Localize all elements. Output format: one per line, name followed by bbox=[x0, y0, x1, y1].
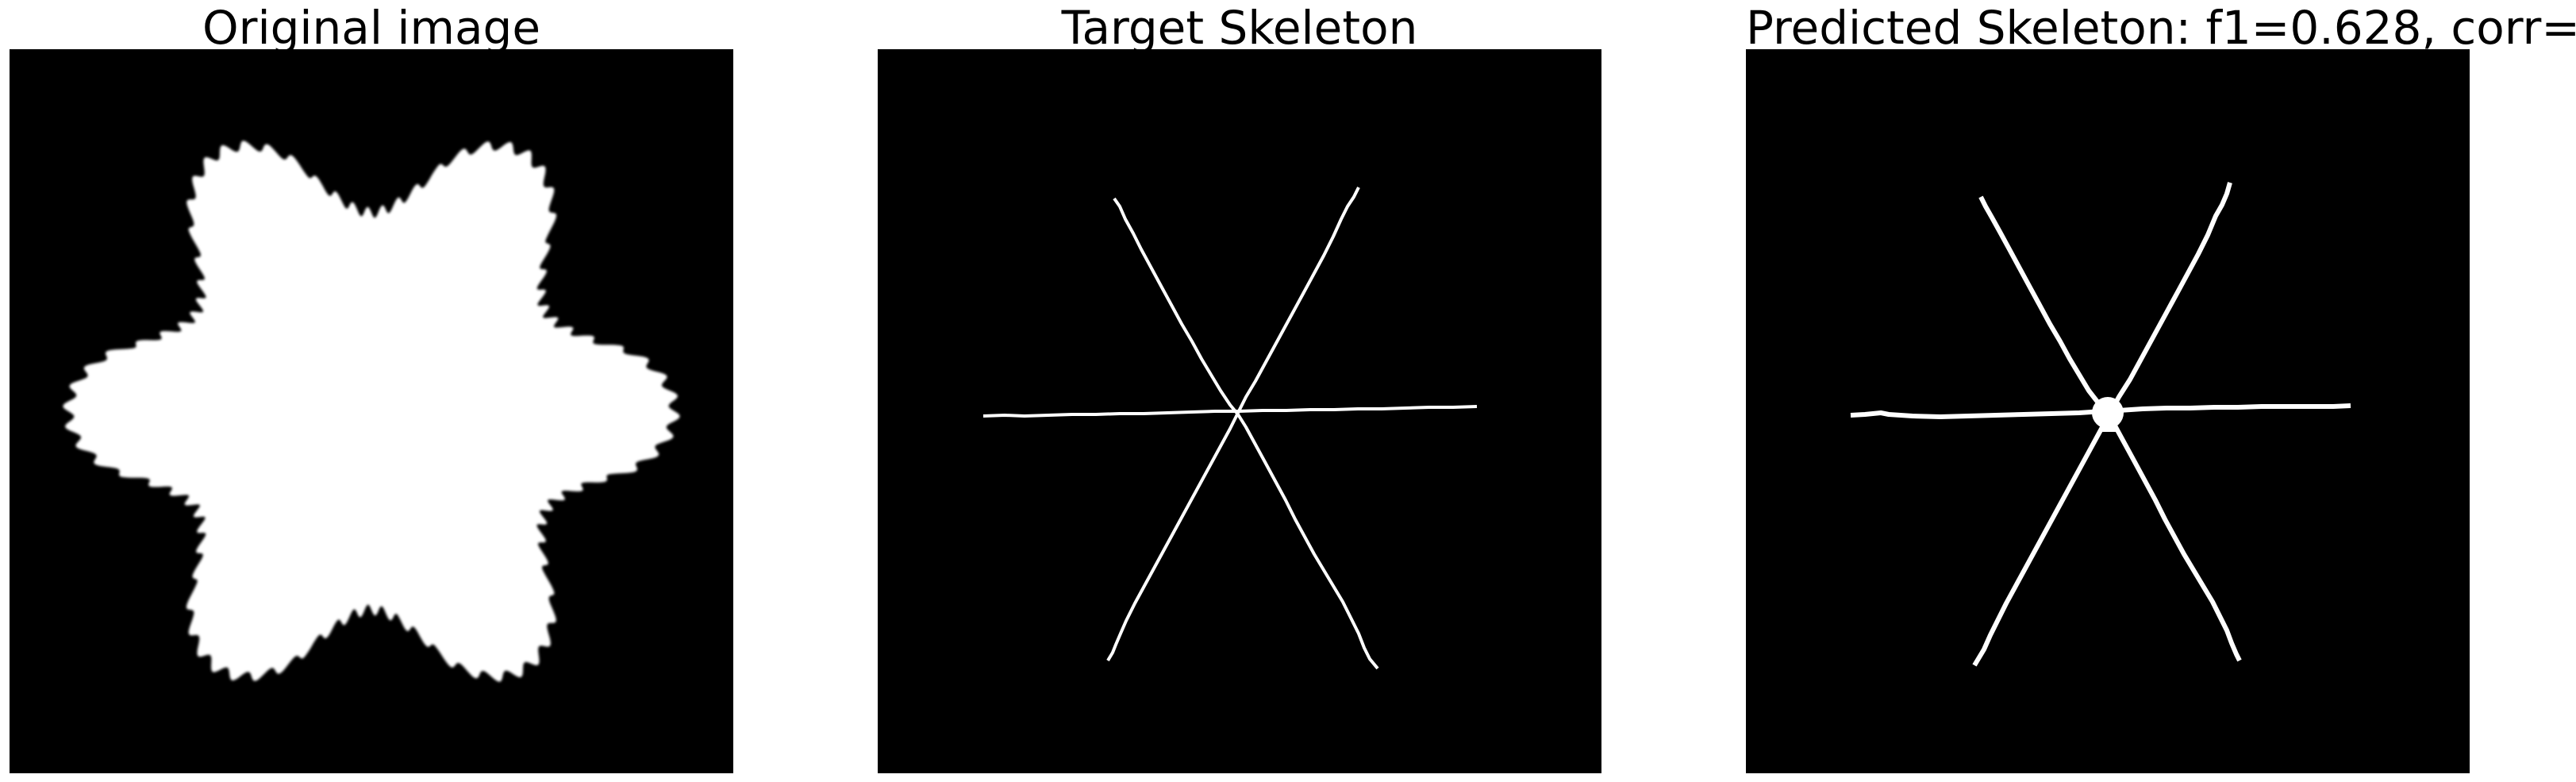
predicted-skeleton bbox=[1850, 182, 2351, 667]
original-image bbox=[63, 141, 680, 682]
skeleton-arm-diagonal-right bbox=[1106, 187, 1360, 662]
predicted-center-knot bbox=[2100, 422, 2116, 432]
original-image-panel bbox=[10, 49, 733, 773]
panel-title-original: Original image bbox=[202, 1, 541, 55]
target-skeleton-panel bbox=[878, 49, 1601, 773]
predicted-skeleton-panel bbox=[1746, 49, 2470, 773]
predicted-center-blob bbox=[2092, 397, 2124, 429]
skeleton-arm-horizontal bbox=[982, 405, 1478, 418]
skeleton-arm-diagonal-left bbox=[1113, 197, 1379, 670]
panel-title-predicted: Predicted Skeleton: f1=0.628, corr=0.675 bbox=[1746, 1, 2576, 55]
panel-title-target: Target Skeleton bbox=[1061, 1, 1418, 55]
target-skeleton bbox=[982, 187, 1478, 670]
star-blob bbox=[63, 141, 680, 682]
